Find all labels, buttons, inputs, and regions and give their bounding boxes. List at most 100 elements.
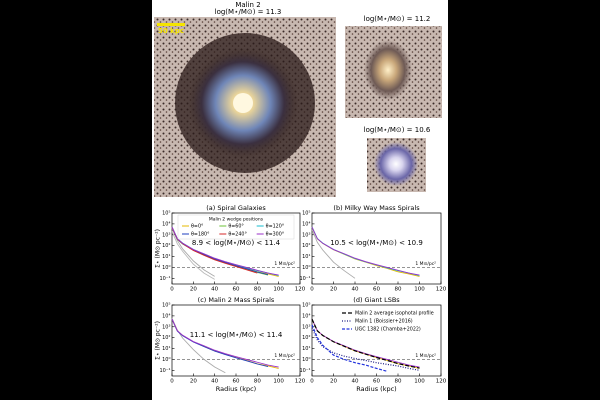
profile-line (171, 231, 215, 280)
x-tick-label: 60 (233, 287, 240, 293)
side-image (367, 138, 426, 192)
x-tick-label: 60 (373, 379, 380, 385)
y-tick-label: 10⁻¹ (159, 276, 170, 282)
x-axis-label: Radius (kpc) (216, 385, 256, 393)
profile-line (171, 318, 279, 368)
plot-frame (311, 212, 442, 285)
x-tick-label: 20 (190, 379, 197, 385)
x-tick-label: 40 (211, 287, 218, 293)
legend-label: θ=0° (191, 224, 203, 230)
y-axis-label: Σ⋆ (M⊙ pc⁻²) (155, 321, 162, 360)
y-tick-label: 10³ (162, 232, 170, 238)
profile-line (311, 324, 388, 372)
x-tick-label: 0 (310, 287, 314, 293)
x-tick-label: 0 (310, 379, 314, 385)
x-tick-label: 20 (190, 287, 197, 293)
x-tick-label: 100 (273, 287, 284, 293)
profile-line (311, 327, 420, 371)
profile-line (311, 229, 356, 279)
y-tick-label: 10⁰ (162, 357, 170, 363)
panel-title: (c) Malin 2 Mass Spirals (198, 296, 275, 304)
side-mass-label: log(M⋆/M⊙) = 10.6 (364, 126, 431, 134)
x-tick-label: 0 (170, 379, 174, 385)
y-tick-label: 10⁴ (302, 221, 310, 227)
panel-title: (a) Spiral Galaxies (206, 204, 266, 212)
panel-title: (d) Giant LSBs (353, 296, 400, 304)
x-tick-label: 120 (436, 287, 447, 293)
main-image: 50 kpc (154, 17, 336, 197)
x-tick-label: 80 (395, 287, 402, 293)
legend-label: θ=60° (228, 224, 243, 230)
y-tick-label: 10¹ (162, 346, 170, 352)
legend: Malin 2 average isophotal profile Malin 1… (342, 311, 434, 333)
x-tick-label: 100 (414, 287, 425, 293)
x-tick-label: 40 (352, 287, 359, 293)
y-tick-label: 10¹ (302, 346, 310, 352)
panel: (d) Giant LSBs 10⁵ 10⁴ 10³ 10² 10¹ 10⁰ 10⁻¹0 20 4… (299, 296, 446, 393)
range-annotation: 10.5 < log(M⋆/M⊙) < 10.9 (330, 239, 423, 247)
legend-label: θ=300° (266, 232, 285, 238)
y-tick-label: 10⁰ (302, 357, 310, 363)
legend-label: Malin 1 (Boissier+2016) (355, 319, 413, 325)
side-image (345, 26, 442, 118)
panel: (b) Milky Way Mass Spirals 10⁵ 10⁴ 10³ 10² 10… (299, 204, 446, 293)
x-tick-label: 20 (330, 379, 337, 385)
figure-title: Malin 2 (235, 1, 260, 9)
x-tick-label: 60 (373, 287, 380, 293)
panel: (c) Malin 2 Mass Spirals 10⁵ 10⁴ 10³ 10² 10¹ 1… (155, 296, 306, 393)
scale-bar-label: 50 kpc (158, 27, 184, 35)
y-tick-label: 10⁴ (162, 221, 170, 227)
legend-label: θ=180° (191, 232, 210, 238)
x-tick-label: 60 (233, 379, 240, 385)
y-tick-label: 10⁻¹ (299, 368, 310, 374)
y-tick-label: 10⁵ (162, 303, 170, 309)
x-tick-label: 0 (170, 287, 174, 293)
y-tick-label: 10⁵ (302, 211, 310, 217)
x-tick-label: 40 (211, 379, 218, 385)
y-tick-label: 10⁴ (162, 313, 170, 319)
y-tick-label: 10³ (302, 232, 310, 238)
y-tick-label: 10² (162, 335, 170, 341)
range-annotation: 8.9 < log(M⋆/M⊙) < 11.4 (192, 239, 281, 247)
reference-label: 1 M⊙/pc² (274, 261, 295, 267)
y-tick-label: 10⁻¹ (299, 276, 310, 282)
profile-line (171, 226, 279, 276)
x-tick-label: 120 (436, 379, 447, 385)
y-tick-label: 10² (302, 243, 310, 249)
y-tick-label: 10⁻¹ (159, 368, 170, 374)
x-tick-label: 120 (295, 379, 306, 385)
panel: (a) Spiral Galaxies 10⁵ 10⁴ 10³ 10² 10¹ 10⁰ 10⁻… (155, 204, 306, 293)
y-axis-label: Σ⋆ (M⊙ pc⁻²) (155, 229, 162, 268)
y-tick-label: 10¹ (162, 254, 170, 260)
legend-title: Malin 2 wedge positions (209, 217, 264, 223)
side-mass-label: log(M⋆/M⊙) = 11.2 (364, 15, 431, 23)
legend-label: UGC 1382 (Chamba+2022) (355, 327, 421, 333)
legend-label: θ=240° (228, 232, 247, 238)
y-tick-label: 10⁵ (162, 211, 170, 217)
y-tick-label: 10⁴ (302, 313, 310, 319)
x-axis-label: Radius (kpc) (356, 385, 396, 393)
plot-frame (171, 304, 301, 377)
panel-title: (b) Milky Way Mass Spirals (333, 204, 420, 212)
x-tick-label: 120 (295, 287, 306, 293)
legend-label: Malin 2 average isophotal profile (355, 311, 434, 317)
y-tick-label: 10³ (302, 324, 310, 330)
y-tick-label: 10¹ (302, 254, 310, 260)
x-tick-label: 40 (352, 379, 359, 385)
y-tick-label: 10² (162, 243, 170, 249)
reference-label: 1 M⊙/pc² (415, 261, 436, 267)
reference-label: 1 M⊙/pc² (274, 353, 295, 359)
x-tick-label: 100 (273, 379, 284, 385)
legend-label: θ=120° (266, 224, 285, 230)
y-tick-label: 10⁰ (162, 265, 170, 271)
x-tick-label: 20 (330, 287, 337, 293)
y-tick-label: 10⁵ (302, 303, 310, 309)
y-tick-label: 10⁰ (302, 265, 310, 271)
range-annotation: 11.1 < log(M⋆/M⊙) < 11.4 (190, 331, 283, 339)
y-tick-label: 10² (302, 335, 310, 341)
plot-frame (311, 304, 442, 377)
legend: Malin 2 wedge positions θ=0° θ=60° θ=120° θ=… (177, 214, 295, 240)
x-tick-label: 100 (414, 379, 425, 385)
reference-label: 1 M⊙/pc² (415, 353, 436, 359)
